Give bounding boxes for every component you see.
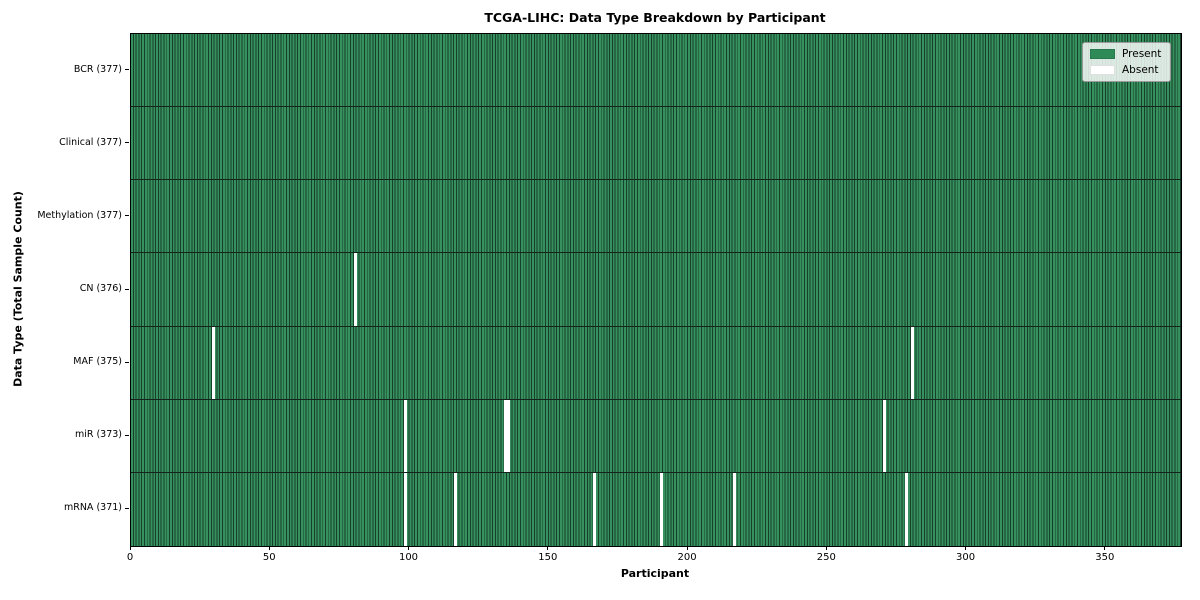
- y-tick-label-mrna: mRNA (371): [63, 502, 122, 514]
- x-tick-mark: [965, 546, 967, 550]
- x-tick-mark: [547, 546, 549, 550]
- legend-swatch-present: [1090, 49, 1115, 59]
- x-axis-label: Participant: [620, 567, 690, 580]
- absent-cell: [403, 399, 407, 472]
- x-tick-label: 250: [816, 552, 836, 563]
- heatmap-row-cn: [131, 253, 1181, 327]
- chart-title: TCGA-LIHC: Data Type Breakdown by Partic…: [484, 10, 826, 25]
- x-tick-label: 50: [262, 552, 276, 563]
- heatmap-row-clinical: [131, 107, 1181, 181]
- x-tick-label: 100: [398, 552, 419, 563]
- x-tick-mark: [268, 546, 270, 550]
- y-tick-mark: [125, 288, 129, 290]
- heatmap-row-mrna: [131, 472, 1181, 546]
- legend: Present Absent: [1082, 42, 1172, 82]
- absent-cell: [905, 472, 909, 546]
- heatmap-row-mir: [131, 399, 1181, 473]
- absent-cell: [506, 399, 510, 472]
- legend-item-absent: Absent: [1090, 64, 1161, 76]
- y-tick-mark: [125, 434, 129, 436]
- absent-cell: [882, 399, 886, 472]
- absent-cell: [211, 326, 215, 399]
- absent-cell: [660, 472, 664, 546]
- x-tick-label: 150: [538, 552, 558, 563]
- y-tick-mark: [125, 142, 129, 144]
- y-tick-label-mir: miR (373): [74, 429, 122, 441]
- x-tick-mark: [825, 546, 827, 550]
- y-tick-label-maf: MAF (375): [73, 356, 122, 368]
- absent-cell: [454, 472, 458, 546]
- y-tick-mark: [125, 507, 129, 509]
- absent-cell: [353, 253, 357, 326]
- heatmap-row-bcr: [131, 34, 1181, 108]
- legend-label: Absent: [1122, 64, 1159, 76]
- heatmap-row-maf: [131, 326, 1181, 400]
- absent-cell: [732, 472, 736, 546]
- x-tick-label: 200: [677, 552, 697, 563]
- absent-cell: [593, 472, 597, 546]
- y-tick-mark: [125, 361, 129, 363]
- y-tick-label-methylation: Methylation (377): [37, 209, 122, 221]
- legend-item-present: Present: [1090, 48, 1161, 60]
- x-tick-label: 350: [1095, 552, 1115, 563]
- x-tick-mark: [408, 546, 409, 550]
- x-tick-label: 0: [126, 552, 134, 563]
- x-tick-mark: [1104, 546, 1106, 550]
- absent-cell: [403, 472, 407, 546]
- plot-area: [130, 33, 1182, 547]
- y-tick-mark: [125, 215, 129, 217]
- x-tick-mark: [129, 546, 131, 550]
- legend-swatch-absent: [1090, 65, 1115, 75]
- legend-label: Present: [1122, 48, 1162, 60]
- absent-cell: [504, 399, 508, 472]
- x-tick-mark: [686, 546, 688, 550]
- y-tick-label-bcr: BCR (377): [73, 63, 122, 75]
- absent-cell: [910, 326, 914, 399]
- x-tick-label: 300: [955, 552, 976, 563]
- heatmap-row-methylation: [131, 180, 1181, 254]
- y-tick-label-clinical: Clinical (377): [59, 136, 122, 148]
- y-tick-mark: [125, 69, 129, 71]
- y-tick-label-cn: CN (376): [79, 283, 122, 294]
